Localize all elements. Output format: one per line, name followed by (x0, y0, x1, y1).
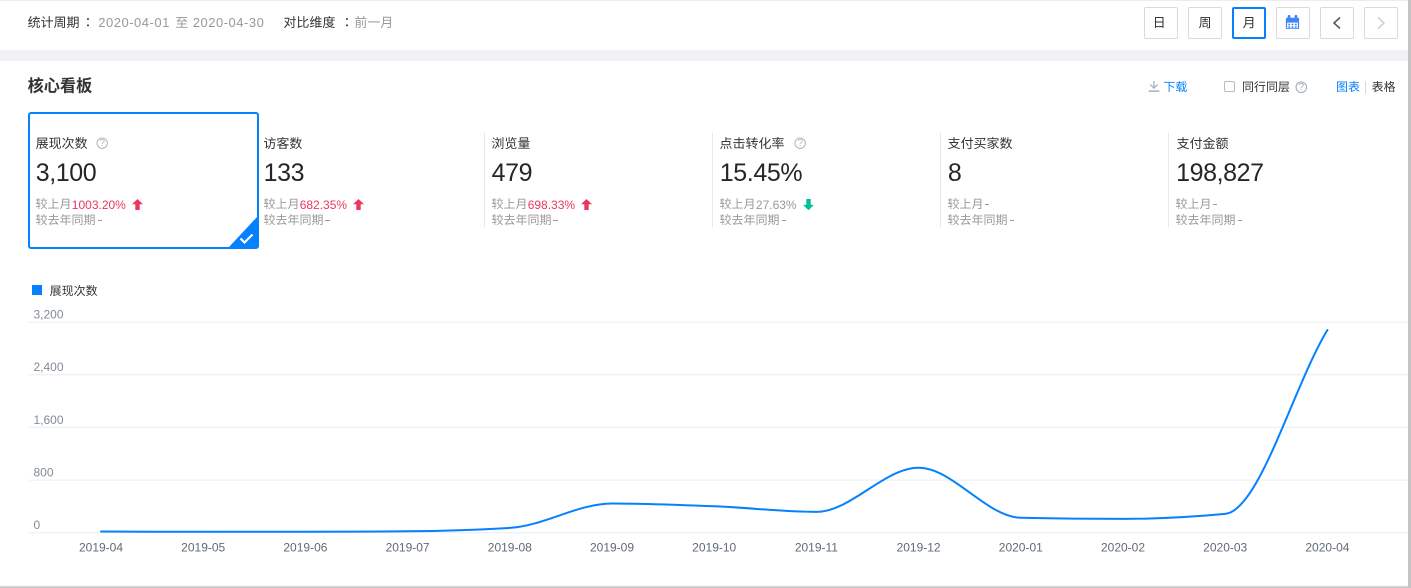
svg-text:?: ? (99, 138, 105, 149)
svg-text:800: 800 (34, 466, 54, 480)
svg-text:?: ? (798, 138, 804, 149)
svg-text:2019-11: 2019-11 (795, 541, 838, 555)
svg-text:2019-06: 2019-06 (283, 541, 327, 555)
svg-text:1,600: 1,600 (34, 413, 64, 427)
svg-text:2020-04: 2020-04 (1305, 541, 1349, 555)
svg-text:2019-05: 2019-05 (181, 541, 225, 555)
svg-text:2019-09: 2019-09 (590, 541, 634, 555)
svg-text:2020-03: 2020-03 (1203, 541, 1247, 555)
svg-text:2020-02: 2020-02 (1101, 541, 1145, 555)
svg-text:2,400: 2,400 (34, 360, 64, 374)
svg-text:2019-10: 2019-10 (692, 541, 736, 555)
svg-text:0: 0 (34, 518, 41, 532)
svg-text:2020-01: 2020-01 (999, 541, 1043, 555)
svg-text:3,200: 3,200 (34, 308, 64, 322)
svg-text:2019-07: 2019-07 (386, 541, 430, 555)
svg-text:2019-04: 2019-04 (79, 541, 123, 555)
svg-text:2019-12: 2019-12 (897, 541, 941, 555)
svg-text:2019-08: 2019-08 (488, 541, 532, 555)
svg-text:?: ? (1298, 82, 1304, 93)
